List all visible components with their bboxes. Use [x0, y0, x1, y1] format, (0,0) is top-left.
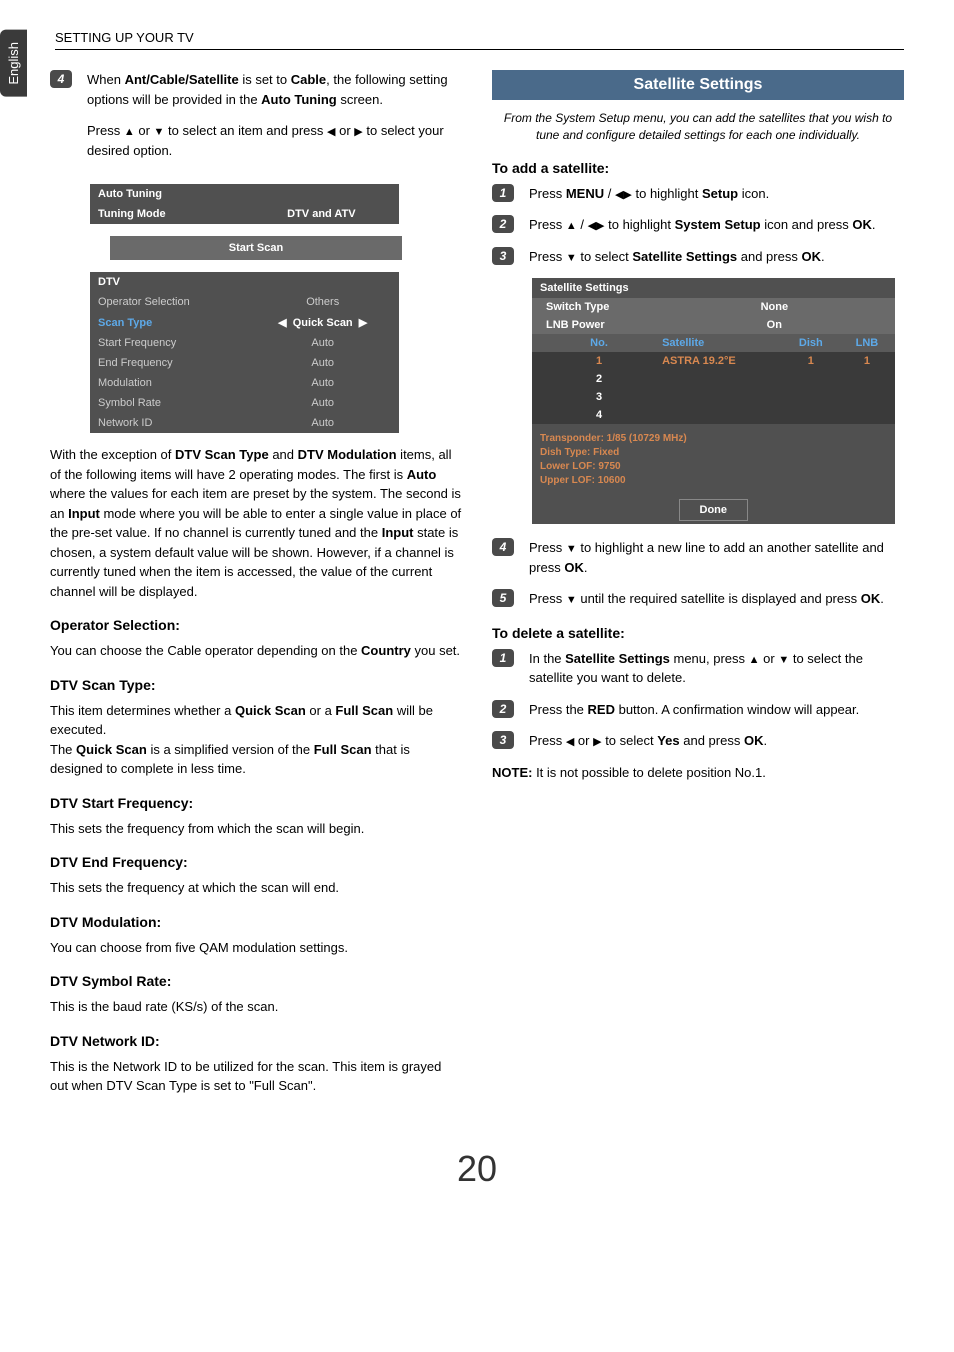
step-number-badge: 2 [492, 215, 514, 233]
step-item: 3 Press ◀ or ▶ to select Yes and press OK… [492, 731, 904, 751]
step-number-badge: 4 [50, 70, 72, 88]
add-steps: 1 Press MENU / ◀▶ to highlight Setup icon… [492, 184, 904, 267]
step-number-badge: 3 [492, 247, 514, 265]
section-body: This sets the frequency from which the s… [50, 819, 462, 839]
step-number-badge: 2 [492, 700, 514, 718]
satellite-settings-table-wrap: Satellite SettingsSwitch TypeNoneLNB Pow… [492, 278, 904, 524]
step-text: Press MENU / ◀▶ to highlight Setup icon. [529, 184, 904, 204]
delete-satellite-head: To delete a satellite: [492, 625, 904, 641]
page-number: 20 [50, 1148, 904, 1190]
section-body: You can choose the Cable operator depend… [50, 641, 462, 661]
step-number-badge: 4 [492, 538, 514, 556]
done-button: Done [679, 499, 749, 521]
left-sections: Operator Selection: You can choose the Ca… [50, 617, 462, 1096]
step-text: In the Satellite Settings menu, press ▲ … [529, 649, 904, 688]
section-heading: DTV Symbol Rate: [50, 973, 462, 989]
step-4-para1: When Ant/Cable/Satellite is set to Cable… [87, 70, 462, 109]
section-subtitle: From the System Setup menu, you can add … [492, 110, 904, 144]
page-header: SETTING UP YOUR TV [55, 30, 904, 50]
step-number-badge: 1 [492, 649, 514, 667]
del-steps: 1 In the Satellite Settings menu, press ▲… [492, 649, 904, 751]
step-text: Press ▼ to select Satellite Settings and… [529, 247, 904, 267]
section-heading: Operator Selection: [50, 617, 462, 633]
step-text: Press ◀ or ▶ to select Yes and press OK. [529, 731, 904, 751]
step-number-badge: 1 [492, 184, 514, 202]
section-heading: DTV Modulation: [50, 914, 462, 930]
satellite-settings-table: Satellite SettingsSwitch TypeNoneLNB Pow… [532, 278, 895, 524]
step-item: 1 In the Satellite Settings menu, press ▲… [492, 649, 904, 688]
step-text: Press the RED button. A confirmation win… [529, 700, 904, 720]
auto-tuning-table-2: DTVOperator SelectionOthersScan Type◀ Qu… [90, 272, 399, 433]
step-item: 2 Press ▲ / ◀▶ to highlight System Setup … [492, 215, 904, 235]
section-heading: DTV Start Frequency: [50, 795, 462, 811]
add-steps-after: 4 Press ▼ to highlight a new line to add … [492, 538, 904, 609]
section-heading: DTV End Frequency: [50, 854, 462, 870]
step-item: 5 Press ▼ until the required satellite is… [492, 589, 904, 609]
step-text: Press ▼ until the required satellite is … [529, 589, 904, 609]
section-body: This item determines whether a Quick Sca… [50, 701, 462, 779]
language-tab: English [0, 30, 27, 97]
step-text: Press ▼ to highlight a new line to add a… [529, 538, 904, 577]
add-satellite-head: To add a satellite: [492, 160, 904, 176]
step-4: 4 When Ant/Cable/Satellite is set to Cab… [50, 70, 462, 172]
auto-tuning-table-wrap: Auto TuningTuning ModeDTV and ATV Start S… [50, 184, 462, 433]
step-item: 4 Press ▼ to highlight a new line to add … [492, 538, 904, 577]
main-paragraph: With the exception of DTV Scan Type and … [50, 445, 462, 601]
section-banner: Satellite Settings [492, 70, 904, 100]
delete-note: NOTE: It is not possible to delete posit… [492, 763, 904, 783]
right-column: Satellite Settings From the System Setup… [492, 70, 904, 1108]
section-body: This is the Network ID to be utilized fo… [50, 1057, 462, 1096]
section-body: You can choose from five QAM modulation … [50, 938, 462, 958]
section-heading: DTV Network ID: [50, 1033, 462, 1049]
auto-tuning-table: Auto TuningTuning ModeDTV and ATV [90, 184, 399, 224]
step-number-badge: 5 [492, 589, 514, 607]
start-scan-row: Start Scan [110, 236, 402, 260]
left-column: 4 When Ant/Cable/Satellite is set to Cab… [50, 70, 462, 1108]
content-columns: 4 When Ant/Cable/Satellite is set to Cab… [50, 70, 904, 1108]
step-number-badge: 3 [492, 731, 514, 749]
section-body: This is the baud rate (KS/s) of the scan… [50, 997, 462, 1017]
step-4-para2: Press ▲ or ▼ to select an item and press… [87, 121, 462, 160]
step-item: 2 Press the RED button. A confirmation wi… [492, 700, 904, 720]
step-item: 3 Press ▼ to select Satellite Settings an… [492, 247, 904, 267]
step-item: 1 Press MENU / ◀▶ to highlight Setup icon… [492, 184, 904, 204]
section-heading: DTV Scan Type: [50, 677, 462, 693]
step-4-text: When Ant/Cable/Satellite is set to Cable… [87, 70, 462, 172]
section-body: This sets the frequency at which the sca… [50, 878, 462, 898]
step-text: Press ▲ / ◀▶ to highlight System Setup i… [529, 215, 904, 235]
